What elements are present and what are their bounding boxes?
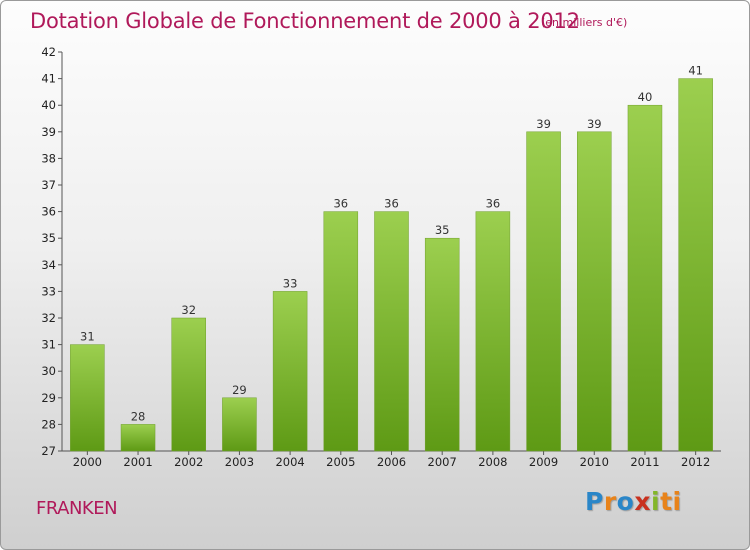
y-tick-label: 37 [41,178,56,192]
data-label: 32 [181,303,196,317]
x-tick-label: 2002 [174,455,203,469]
data-label: 36 [333,197,348,211]
logo-letter: P [585,487,604,516]
data-label: 35 [435,223,450,237]
data-label: 28 [131,409,146,423]
bar [272,291,308,452]
logo-letter: x [634,487,651,516]
x-tick-label: 2012 [681,455,710,469]
bar [678,78,713,452]
chart-subtitle: (en milliers d'€) [541,16,628,29]
y-tick-label: 38 [41,151,56,165]
bar [627,104,663,452]
logo-letter: ti [660,487,682,516]
data-label: 41 [688,64,703,78]
data-label: 40 [638,90,653,104]
data-label: 39 [587,117,602,131]
y-tick-label: 30 [41,364,56,378]
axes: 27 28 29 30 31 32 33 34 35 36 37 38 39 40 41 42 2000 2001… [41,45,721,469]
data-label: 36 [384,197,399,211]
x-tick-label: 2006 [377,455,406,469]
y-tick-label: 41 [41,72,56,86]
bar [70,344,105,452]
bar [374,211,409,452]
data-label: 39 [536,117,551,131]
y-tick-label: 35 [41,231,56,245]
x-tick-label: 2007 [428,455,457,469]
y-tick-label: 27 [41,444,56,458]
data-label: 33 [283,276,298,290]
x-tick-label: 2000 [73,455,102,469]
x-tick-label: 2011 [630,455,659,469]
x-tick-label: 2001 [123,455,152,469]
x-tick-label: 2004 [275,455,304,469]
chart-title: Dotation Globale de Fonctionnement de 20… [30,9,580,33]
y-tick-label: 31 [41,338,56,352]
y-tick-label: 32 [41,311,56,325]
x-tick-label: 2003 [225,455,254,469]
bar [323,211,359,452]
bar [475,211,511,452]
y-tick-label: 33 [41,284,56,298]
y-tick-label: 39 [41,125,56,139]
logo-letter: i [651,487,661,516]
data-labels: 31 28 32 29 33 36 36 35 36 39 39 40 41 [80,64,703,424]
bar [577,131,612,452]
bar [171,317,206,452]
bar [120,424,156,452]
data-label: 36 [486,197,501,211]
y-tick-label: 36 [41,205,56,219]
y-tick-label: 42 [41,45,56,59]
proxiti-logo[interactable]: Proxiti [585,487,682,516]
bar [526,131,561,452]
bars [70,78,713,452]
town-name: FRANKEN [36,498,118,519]
y-tick-label: 28 [41,417,56,431]
x-tick-label: 2010 [580,455,609,469]
x-tick-label: 2008 [478,455,507,469]
x-tick-label: 2005 [326,455,355,469]
y-tick-label: 34 [41,258,56,272]
y-tick-label: 29 [41,391,56,405]
logo-letter: o [616,487,635,516]
data-label: 29 [232,383,247,397]
data-label: 31 [80,330,95,344]
y-tick-label: 40 [41,98,56,112]
x-tick-label: 2009 [529,455,558,469]
bar [424,237,460,452]
bar [222,397,257,452]
logo-letter: r [603,487,617,516]
